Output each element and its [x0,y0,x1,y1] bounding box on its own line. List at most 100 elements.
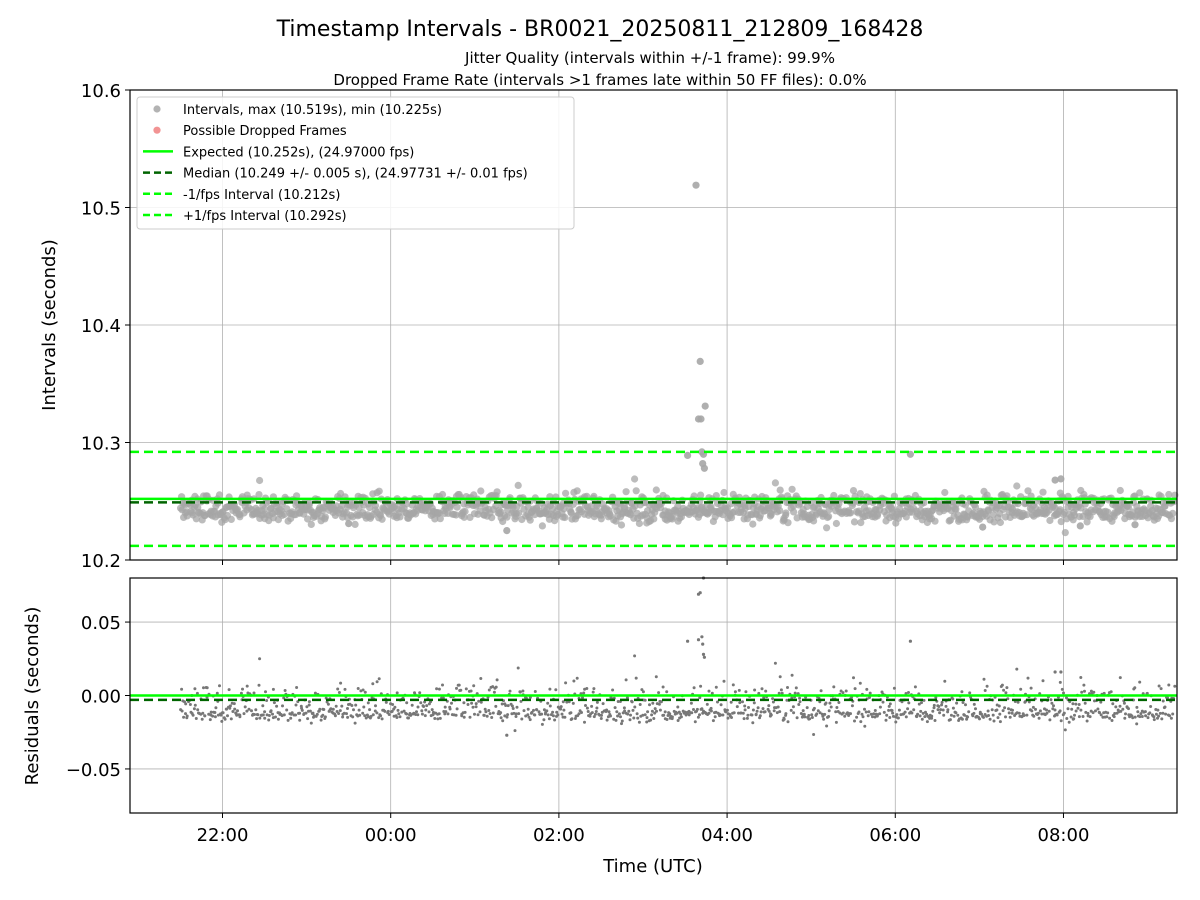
interval-point [920,499,928,507]
residual-point [798,700,802,704]
residual-point [473,712,476,716]
residual-point [635,712,639,716]
residual-point [339,681,343,685]
residual-point [1169,716,1173,720]
interval-point [1136,489,1144,497]
residual-point [645,716,649,720]
residual-point [985,684,989,688]
residual-point [307,703,311,707]
residual-point [609,714,612,718]
residual-point [1047,709,1051,713]
residual-point [455,707,459,711]
residual-point [184,702,188,706]
residual-point [640,688,644,692]
interval-point [784,519,792,527]
x-tick-label: 06:00 [869,825,921,846]
residuals-y-tick-label: −0.05 [66,760,121,781]
residual-point [1091,711,1095,715]
residual-point [605,718,609,722]
residual-point [955,701,959,705]
interval-outlier-point [1076,522,1084,530]
residual-point [1081,715,1085,718]
residual-point [395,716,399,719]
residual-point [1166,696,1169,700]
interval-point [375,487,383,495]
interval-point [635,519,644,528]
residual-point [437,687,441,691]
residual-point [971,714,975,718]
residual-point [1076,706,1080,710]
intervals-x-ticks [222,560,1064,565]
residual-point [764,689,768,693]
interval-point [488,514,496,522]
residual-point [586,710,590,713]
interval-point [793,514,801,522]
residual-point [1114,705,1118,709]
residual-point [313,691,317,695]
residual-point [457,683,461,687]
residual-point [305,705,309,709]
residual-point [754,712,758,716]
residual-point [868,691,872,695]
intervals-y-tick-label: 10.6 [81,81,121,102]
residual-point [504,704,508,707]
legend-marker [153,105,161,113]
interval-point [307,520,315,529]
residual-point [274,715,277,719]
x-tick-label: 04:00 [701,825,753,846]
residual-point [289,716,293,720]
interval-outlier-point [701,402,709,410]
residual-point [227,688,231,692]
residual-point [738,701,742,705]
residual-point [1098,711,1102,715]
interval-point [1104,508,1112,516]
residual-point [679,712,683,716]
residual-point [555,710,559,714]
interval-point [823,524,831,532]
residual-point [553,718,557,722]
residual-point [746,713,750,717]
residual-point [1010,711,1014,715]
residual-point [837,701,841,704]
residual-point [462,701,466,705]
residual-point [829,705,833,709]
residual-point [258,657,262,661]
residual-point [514,715,518,718]
interval-point [1057,518,1065,526]
interval-point [588,502,596,510]
residual-point [494,704,498,708]
residual-point [585,687,589,690]
residual-point [254,708,258,712]
residual-point [992,719,996,723]
residual-point [944,704,948,708]
residual-point [570,717,574,721]
residual-point [405,701,409,705]
residual-point [276,717,280,721]
residual-outlier-point [701,642,705,646]
residual-point [1119,709,1123,713]
legend-item: +1/fps Interval (10.292s) [143,209,347,224]
residual-point [693,720,697,724]
residual-point [930,716,934,720]
residual-point [732,711,736,715]
residual-point [943,679,947,683]
residual-point [351,715,355,719]
residual-point [334,704,338,708]
interval-point [562,489,570,497]
interval-point [631,475,639,483]
residual-point [448,707,452,711]
residual-point [956,713,960,717]
residual-point [241,687,244,691]
interval-point [493,488,501,496]
residual-point [861,715,865,719]
residual-point [533,713,537,717]
residual-point [1124,712,1127,716]
residual-point [395,691,399,695]
residual-point [340,704,344,708]
residual-point [1122,701,1126,705]
residual-point [581,696,584,700]
intervals-panel: 10.2 10.3 10.4 10.5 10.6 Intervals (seconds)… [39,81,1179,572]
residual-point [474,702,478,706]
residual-point [951,697,955,701]
residual-point [1058,709,1062,713]
